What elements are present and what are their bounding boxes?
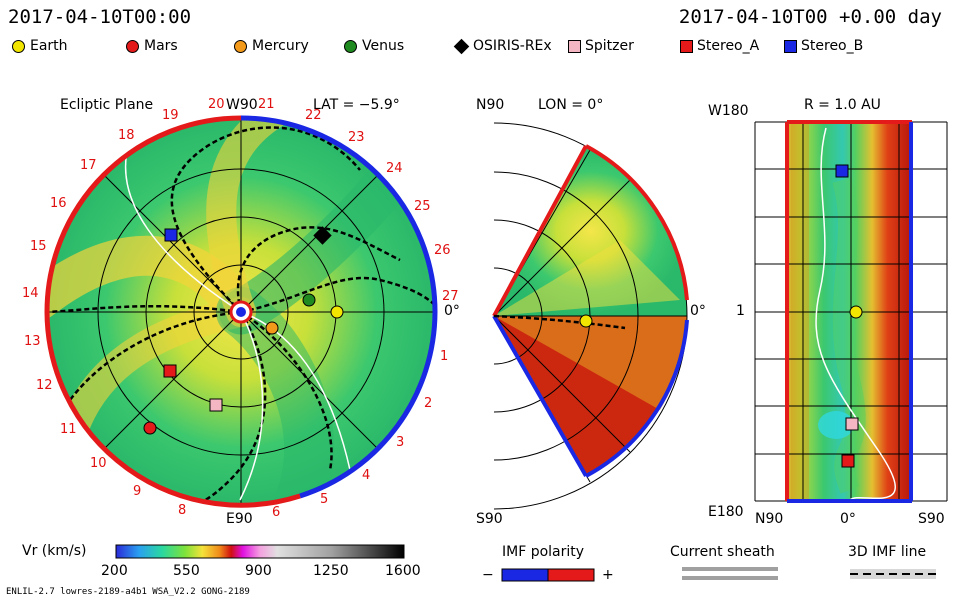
longitude-label: LON = 0° [538, 97, 604, 113]
imf-polarity-negative [501, 568, 549, 582]
lat-lon-panel [754, 120, 948, 503]
panel3-mid-label: 1 [736, 303, 745, 319]
panel2-0deg-label: 0° [690, 303, 706, 319]
model-info-footer: ENLIL-2.7 lowres-2189-a4b1 WSA_V2.2 GONG… [6, 587, 250, 597]
stereo-b-marker-icon [784, 39, 797, 53]
stereo-a-marker-icon [680, 39, 693, 53]
legend-mars: Mars [126, 38, 178, 54]
current-sheath-symbol [682, 567, 778, 580]
imf-polarity-label: IMF polarity [502, 544, 585, 560]
legend-spitzer: Spitzer [568, 38, 634, 54]
imf-polarity-positive [547, 568, 595, 582]
vr-tick-1250: 1250 [313, 563, 349, 579]
legend-stereo-b: Stereo_B [784, 38, 863, 54]
header-left-time: 2017-04-10T00:00 [8, 6, 192, 28]
radius-label: R = 1.0 AU [804, 97, 881, 113]
earth-marker-icon [12, 39, 25, 53]
panel3-0deg-label: 0° [840, 511, 856, 527]
mars-marker-icon [126, 39, 139, 53]
s90-label: S90 [476, 511, 503, 527]
n90-label: N90 [476, 97, 505, 113]
vr-colorbar [115, 544, 405, 559]
venus-marker-icon [344, 39, 357, 53]
vr-tick-1600: 1600 [385, 563, 421, 579]
latitude-label: LAT = −5.9° [313, 97, 400, 113]
imf-plus-label: + [602, 567, 614, 583]
imf-minus-label: − [482, 567, 494, 583]
imf-3d-line-label: 3D IMF line [848, 544, 927, 560]
legend: Earth Mars Mercury Venus OSIRIS-REx Spit… [8, 38, 952, 58]
meridional-panel [492, 122, 689, 510]
spitzer-marker-icon [568, 39, 581, 53]
panel1-0deg-label: 0° [444, 303, 460, 319]
legend-venus: Venus [344, 38, 404, 54]
legend-earth: Earth [12, 38, 68, 54]
w90-label: W90 [226, 97, 258, 113]
ecliptic-plane-title: Ecliptic Plane [60, 97, 154, 113]
current-sheath-label: Current sheath [670, 544, 775, 560]
vr-label: Vr (km/s) [22, 543, 87, 559]
ecliptic-plane-panel [44, 115, 438, 508]
mercury-marker-icon [234, 39, 247, 53]
header-right-time: 2017-04-10T00 +0.00 day [678, 6, 942, 28]
panel3-n90-label: N90 [755, 511, 784, 527]
e90-label: E90 [226, 511, 253, 527]
w180-label: W180 [708, 103, 749, 119]
legend-osiris-rex: OSIRIS-REx [453, 38, 552, 54]
legend-stereo-a: Stereo_A [680, 38, 759, 54]
panel3-s90-label: S90 [918, 511, 945, 527]
e180-label: E180 [708, 504, 744, 520]
vr-tick-550: 550 [173, 563, 200, 579]
vr-tick-900: 900 [245, 563, 272, 579]
vr-tick-200: 200 [101, 563, 128, 579]
legend-mercury: Mercury [234, 38, 309, 54]
